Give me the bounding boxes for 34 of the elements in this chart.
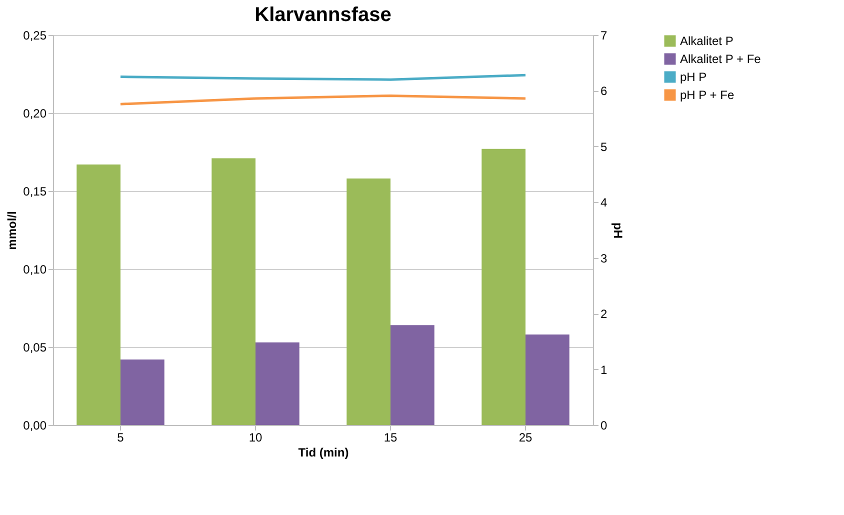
bar xyxy=(526,334,570,425)
y-tick-label: 0,00 xyxy=(23,418,47,432)
y2-tick-label: 0 xyxy=(600,418,608,432)
bar xyxy=(256,342,300,425)
bar xyxy=(346,178,390,425)
x-tick-label: 5 xyxy=(117,430,124,444)
y-tick-label: 0,05 xyxy=(23,340,47,354)
legend-label: Alkalitet P xyxy=(680,34,734,48)
y-tick-label: 0,20 xyxy=(23,106,47,120)
legend-label: Alkalitet P + Fe xyxy=(680,52,762,66)
y2-tick-label: 4 xyxy=(600,196,608,210)
y2-tick-label: 6 xyxy=(600,84,608,98)
legend-label: pH P + Fe xyxy=(680,88,734,102)
bar xyxy=(482,148,526,425)
chart-title: Klarvannsfase xyxy=(254,4,392,26)
x-tick-label: 10 xyxy=(248,430,262,444)
bar xyxy=(212,158,256,425)
bar xyxy=(120,359,164,425)
y2-tick-label: 5 xyxy=(600,140,608,154)
y-tick-label: 0,25 xyxy=(23,28,47,42)
y-tick-label: 0,10 xyxy=(23,262,47,276)
y-axis-title: mmol/l xyxy=(5,211,20,250)
y2-tick-label: 3 xyxy=(600,251,608,266)
x-axis-title: Tid (min) xyxy=(298,446,349,460)
bar xyxy=(76,164,120,425)
x-tick-label: 15 xyxy=(384,430,398,444)
legend-label: pH P xyxy=(680,70,707,84)
y-tick-label: 0,15 xyxy=(23,184,47,198)
bar xyxy=(390,325,434,425)
y2-axis-title: pH xyxy=(611,222,626,238)
y2-tick-label: 7 xyxy=(600,28,608,42)
x-tick-label: 25 xyxy=(518,430,532,444)
y2-tick-label: 1 xyxy=(600,362,608,377)
y2-tick-label: 2 xyxy=(600,307,608,322)
